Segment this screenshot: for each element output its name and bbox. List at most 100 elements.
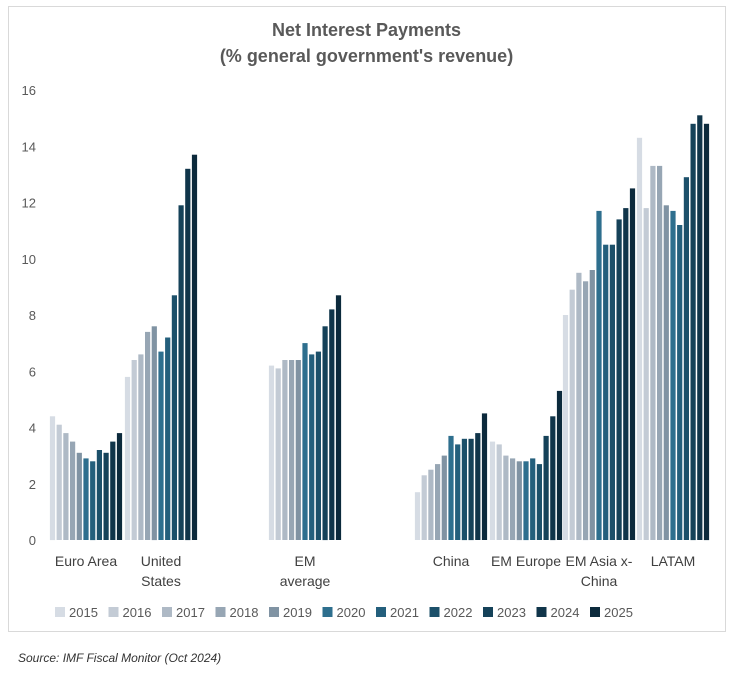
bar-2015 (124, 376, 131, 540)
bar-2021 (165, 337, 171, 540)
bar-2024 (475, 433, 481, 540)
y-tick-label: 2 (29, 477, 36, 492)
bar-2016 (496, 444, 502, 540)
y-tick-label: 8 (29, 308, 36, 323)
bar-2019 (589, 270, 595, 540)
bar-2022 (315, 351, 321, 540)
bars (49, 115, 710, 541)
bar-2015 (414, 492, 421, 540)
bar-2022 (683, 177, 689, 540)
category-label: States (141, 573, 181, 589)
category-label: LATAM (651, 553, 696, 569)
bar-2024 (185, 168, 191, 541)
bar-2017 (576, 272, 582, 540)
bar-2015 (489, 441, 496, 540)
category-label: EM Europe (491, 553, 561, 569)
bar-2018 (435, 464, 441, 540)
y-tick-label: 16 (22, 83, 36, 98)
bar-2019 (663, 205, 669, 541)
bar-2017 (138, 354, 144, 540)
bar-2019 (295, 360, 301, 540)
bar-2016 (421, 475, 427, 540)
bar-2025 (116, 433, 123, 540)
bar-2016 (643, 208, 649, 540)
legend-label: 2016 (123, 605, 152, 620)
bar-2016 (275, 368, 281, 540)
bar-2021 (309, 354, 315, 540)
bar-2020 (523, 461, 529, 541)
y-tick-label: 12 (22, 196, 36, 211)
y-tick-label: 4 (29, 421, 36, 436)
bar-2019 (441, 455, 447, 540)
bar-2023 (103, 452, 109, 540)
category-label: United (141, 553, 181, 569)
legend-label: 2021 (390, 605, 419, 620)
legend-label: 2022 (444, 605, 473, 620)
bar-2023 (178, 205, 184, 541)
legend-swatch (429, 607, 440, 617)
bar-2020 (448, 435, 454, 540)
bar-2022 (461, 438, 467, 541)
bar-2018 (289, 360, 295, 540)
source-note: Source: IMF Fiscal Monitor (Oct 2024) (18, 651, 222, 665)
bar-2023 (543, 435, 549, 540)
legend: 2015 2016 2017 2018 2019 2020 2021 2022 2023 2024… (55, 605, 633, 620)
chart-title: Net Interest Payments (271, 20, 462, 40)
bar-2025 (629, 188, 636, 540)
bar-2017 (503, 455, 509, 540)
legend-swatch (483, 607, 493, 617)
legend-swatch (536, 607, 547, 617)
legend-label: 2024 (551, 605, 580, 620)
bar-2021 (530, 458, 536, 540)
legend-swatch (108, 607, 119, 617)
bar-2015 (268, 365, 275, 540)
legend-label: 2018 (230, 605, 259, 620)
bar-2021 (603, 244, 609, 540)
bar-2017 (428, 469, 434, 540)
bar-2019 (151, 326, 157, 541)
legend-swatch (215, 607, 226, 617)
bar-2023 (616, 219, 622, 540)
bar-2016 (569, 289, 575, 540)
bar-2018 (583, 281, 589, 541)
legend-swatch (162, 607, 172, 617)
bar-2025 (703, 123, 710, 541)
y-tick-label: 6 (29, 364, 36, 379)
bar-2025 (191, 154, 198, 540)
bar-2020 (596, 210, 602, 540)
bar-2020 (302, 343, 308, 540)
legend-label: 2025 (604, 605, 633, 620)
category-label: Euro Area (55, 553, 117, 569)
legend-swatch (55, 607, 65, 617)
bar-2018 (510, 458, 516, 540)
y-tick-label: 10 (22, 252, 36, 267)
bar-2017 (650, 165, 656, 540)
bar-2020 (670, 210, 676, 540)
bar-2022 (536, 464, 542, 540)
bar-2023 (690, 123, 696, 541)
bar-2021 (455, 444, 461, 540)
chart-subtitle: (% general government's revenue) (219, 46, 514, 66)
bar-2024 (623, 208, 629, 540)
bar-2024 (329, 309, 335, 540)
y-tick-label: 0 (29, 533, 36, 548)
legend-swatch (322, 607, 333, 617)
legend-label: 2019 (283, 605, 312, 620)
category-label: China (581, 573, 618, 589)
bar-2016 (56, 424, 62, 540)
category-label: EM (295, 553, 316, 569)
bar-2015 (49, 416, 56, 541)
bar-2020 (158, 351, 164, 540)
bar-2022 (609, 244, 615, 540)
legend-swatch (590, 607, 600, 617)
bar-2022 (171, 295, 177, 540)
y-tick-label: 14 (22, 139, 36, 154)
category-label: average (280, 573, 331, 589)
bar-2025 (556, 390, 563, 540)
legend-label: 2015 (69, 605, 98, 620)
bar-2018 (657, 165, 663, 540)
bar-2021 (90, 461, 96, 541)
category-label: EM Asia x- (566, 553, 633, 569)
bar-2017 (282, 360, 288, 540)
legend-label: 2023 (497, 605, 526, 620)
